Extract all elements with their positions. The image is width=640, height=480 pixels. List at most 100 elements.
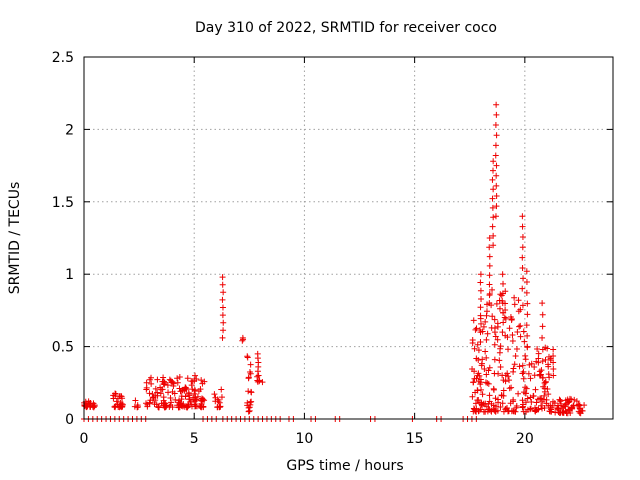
data-point [499,290,506,297]
data-point [492,333,499,340]
data-point [189,386,196,393]
data-point [489,176,496,183]
data-point [219,281,226,288]
data-point [514,328,521,335]
y-axis-label: SRMTID / TECUs [7,182,23,295]
data-point [477,287,484,294]
data-point [220,319,227,326]
data-point [160,374,167,381]
data-point [132,397,139,404]
data-point [491,341,498,348]
data-point [247,370,254,377]
data-point [511,301,518,308]
data-point [470,379,477,386]
data-point [112,390,119,397]
data-point [508,317,515,324]
data-point [534,346,541,353]
data-point [247,361,254,368]
data-point [488,400,495,407]
data-point [489,204,496,211]
data-point [502,315,509,322]
y-tick-label: 2 [65,122,74,138]
y-tick-label: 2.5 [52,50,74,66]
data-point [152,385,159,392]
data-point [519,404,526,411]
data-point [113,398,120,405]
data-point [510,365,517,372]
data-point [118,404,125,411]
data-point [245,404,252,411]
data-point [507,400,514,407]
plot-frame [83,56,614,420]
data-point [485,367,492,374]
data-point [182,384,189,391]
data-point [545,371,552,378]
data-point [509,338,516,345]
data-point [483,312,490,319]
data-point [477,271,484,278]
data-point [493,300,500,307]
data-point [519,397,526,404]
data-point [548,408,555,415]
data-point [519,285,526,292]
data-point [484,380,491,387]
data-point [531,372,538,379]
data-point [199,398,206,405]
data-point [148,380,155,387]
data-point [523,289,530,296]
data-point [550,359,557,366]
data-point [154,376,161,383]
data-point [219,304,226,311]
data-point [551,400,558,407]
x-tick-label: 5 [190,431,199,447]
data-point [490,232,497,239]
data-point [191,396,198,403]
data-point [143,384,150,391]
data-point [218,394,225,401]
x-tick-label: 15 [406,431,424,447]
data-point [522,356,529,363]
data-point [486,235,493,241]
data-point [491,316,498,323]
data-point [491,356,498,363]
data-point [486,253,493,260]
data-point [168,379,175,386]
data-point [493,101,500,108]
data-point [177,400,184,407]
data-point [523,268,530,275]
data-point [220,289,227,296]
data-point [541,404,548,411]
data-point [522,399,529,406]
x-tick-label: 0 [80,431,89,447]
data-point [505,373,512,380]
data-point [245,375,252,382]
data-point [478,399,485,406]
data-point [176,374,183,381]
data-point [239,337,246,344]
data-point [537,371,544,378]
data-point [504,405,511,412]
data-point [478,296,485,303]
data-point [534,396,541,403]
data-point [219,274,226,281]
data-point [489,195,496,202]
data-point [219,312,226,319]
data-point [527,375,534,382]
data-point [115,395,122,402]
data-point [490,242,497,249]
data-point [550,353,557,360]
data-point [523,408,530,415]
data-point [477,381,484,388]
data-point [469,366,476,373]
data-point [538,395,545,402]
data-point [539,334,546,341]
data-point [499,329,506,336]
data-point [217,403,224,410]
data-point [482,318,489,325]
data-point [478,362,485,369]
data-point [151,401,158,408]
data-point [494,336,501,343]
data-point [519,233,526,240]
data-point [575,402,582,409]
data-point [516,363,523,370]
